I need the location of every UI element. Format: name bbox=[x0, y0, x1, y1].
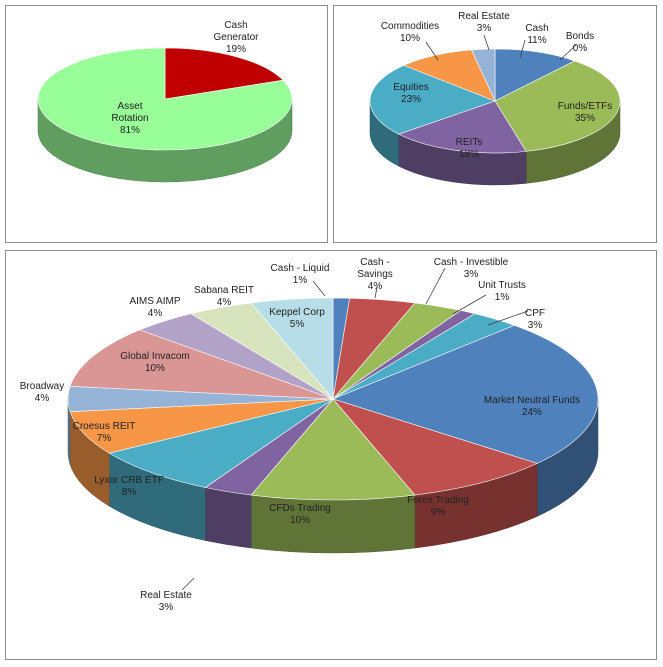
chart2-slice-equities bbox=[369, 65, 496, 135]
chart3-label-broadway: Broadway 4% bbox=[20, 381, 64, 404]
chart3-label-cash-savings: Cash -Savings 4% bbox=[357, 257, 393, 292]
chart2-label-equities: Equities 23% bbox=[393, 82, 429, 105]
chart1-label-cash-generator: Cash Generator 19% bbox=[213, 20, 259, 55]
chart3-slice-market-neutral-funds bbox=[332, 325, 599, 464]
chart2-slice-cash bbox=[494, 48, 576, 102]
chart3-label-unit-trusts: Unit Trusts 1% bbox=[478, 280, 526, 303]
chart3-leader-cpf bbox=[487, 310, 529, 326]
chart3-side-real-estate bbox=[205, 487, 252, 549]
chart2-label-funds-etfs: Funds/ETFs 35% bbox=[558, 101, 612, 124]
chart3-label-keppel-corp: Keppel Corp 5% bbox=[269, 307, 325, 330]
chart2-slice-real-estate bbox=[471, 48, 496, 102]
chart-panel-holdings: Cash - Liquid 1% Cash -Savings 4% Cash - Inv… bbox=[5, 250, 657, 660]
chart-panel-portfolio-split: Cash Generator 19% Asset Rotation 81% bbox=[5, 5, 328, 243]
chart2-leader-cash bbox=[519, 39, 526, 59]
chart3-slice-croesus-reit bbox=[69, 398, 334, 454]
chart1-label-asset-rotation: Asset Rotation 81% bbox=[111, 101, 148, 136]
chart1-slice-asset-rotation bbox=[37, 47, 293, 151]
chart2-slice-reits bbox=[397, 100, 527, 154]
chart-panel-asset-classes: Cash 11% Bonds 0% Funds/ETFs 35% REITs 18% Equit… bbox=[333, 5, 657, 243]
chart3-label-cash-liquid: Cash - Liquid 1% bbox=[271, 263, 330, 286]
chart3-slice-cfds-trading bbox=[250, 398, 416, 501]
chart3-label-croesus-reit: Croesus REIT 7% bbox=[73, 421, 136, 444]
chart2-label-commodities: Commodities 10% bbox=[381, 21, 439, 44]
chart3-leader-cash-investible bbox=[425, 267, 446, 305]
chart3-label-global-invacom: Global Invacom 10% bbox=[120, 351, 189, 374]
chart3-label-cpf: CPF 3% bbox=[525, 308, 545, 331]
chart3-label-market-neutral-funds: Market Neutral Funds 24% bbox=[484, 395, 580, 418]
chart3-leader-cash-liquid bbox=[312, 280, 326, 297]
pie-chart-holdings: Cash - Liquid 1% Cash -Savings 4% Cash - Inv… bbox=[20, 257, 599, 613]
chart2-label-reits: REITs 18% bbox=[456, 137, 483, 160]
chart2-leader-real-estate bbox=[483, 34, 490, 51]
chart2-slice-funds-etfs bbox=[494, 60, 621, 152]
chart3-slice-global-invacom bbox=[69, 329, 334, 400]
chart3-slice-keppel-corp bbox=[250, 297, 334, 400]
chart3-label-sabana-reit: Sabana REIT 4% bbox=[194, 285, 254, 308]
chart2-leader-commodities bbox=[425, 41, 439, 61]
chart3-slice-forex-trading bbox=[332, 398, 539, 496]
pie-chart-asset-classes: Cash 11% Bonds 0% Funds/ETFs 35% REITs 18% Equit… bbox=[369, 11, 621, 186]
chart3-label-forex-trading: Forex Trading 9% bbox=[407, 495, 469, 518]
chart3-label-lyxor-crb-etf: Lyxor CRB ETF 8% bbox=[94, 475, 164, 498]
chart2-label-cash: Cash 11% bbox=[525, 23, 548, 46]
chart1-slice-cash-generator bbox=[164, 47, 284, 100]
chart3-label-real-estate: Real Estate 3% bbox=[140, 590, 192, 613]
chart3-slice-lyxor-crb-etf bbox=[108, 398, 334, 488]
chart2-label-real-estate: Real Estate 3% bbox=[458, 11, 510, 34]
chart3-leader-real-estate bbox=[181, 577, 195, 591]
chart3-leader-cash-savings bbox=[374, 286, 378, 299]
chart3-leader-unit-trusts bbox=[452, 294, 487, 315]
chart3-label-cash-investible: Cash - Investible 3% bbox=[434, 257, 509, 280]
chart3-label-cfds-trading: CFDs Trading 10% bbox=[269, 503, 331, 526]
chart2-leader-bonds bbox=[559, 44, 577, 61]
pie-chart-portfolio-split: Cash Generator 19% Asset Rotation 81% bbox=[37, 20, 293, 183]
chart2-label-bonds: Bonds 0% bbox=[566, 31, 594, 54]
chart3-label-aims-aimp: AIMS AIMP 4% bbox=[129, 296, 180, 319]
